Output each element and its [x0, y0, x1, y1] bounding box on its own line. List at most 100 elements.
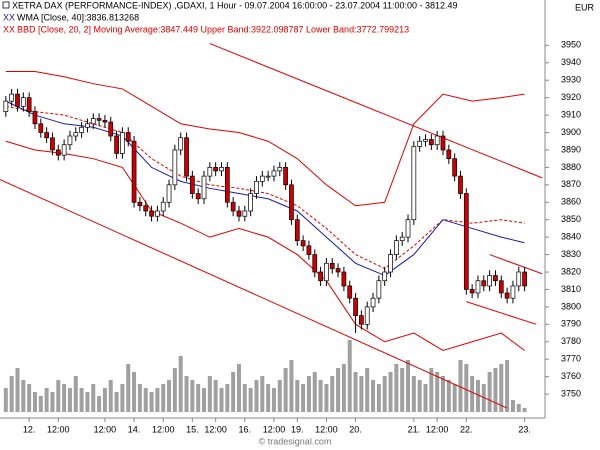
- candle-body: [79, 126, 84, 133]
- volume-bar: [126, 364, 131, 412]
- volume-bar: [196, 384, 201, 412]
- x-tick-label: 21.: [408, 424, 421, 434]
- candle-body: [190, 175, 195, 194]
- credit: © tradesignal.com: [259, 436, 332, 446]
- volume-bar: [21, 380, 26, 412]
- candle-body: [428, 139, 434, 146]
- volume-bar: [44, 388, 49, 412]
- volume-bar: [178, 356, 183, 412]
- candle-body: [90, 118, 96, 125]
- candle-body: [32, 111, 38, 125]
- candle-body: [96, 118, 102, 121]
- volume-bar: [336, 368, 341, 412]
- volume-bar: [143, 388, 148, 412]
- volume-bar: [56, 380, 61, 412]
- candle-body: [131, 140, 137, 203]
- volume-bar: [231, 372, 236, 412]
- candle-body: [160, 201, 166, 212]
- candle-body: [481, 280, 487, 287]
- volume-bar: [347, 340, 352, 412]
- y-tick-label: 3750: [561, 388, 581, 398]
- candle-body: [108, 121, 114, 137]
- y-tick-label: 3770: [561, 354, 581, 364]
- candle-body: [125, 132, 131, 142]
- candle-body: [259, 175, 265, 182]
- volume-bar: [120, 384, 125, 412]
- volume-bar: [132, 372, 137, 412]
- candle-body: [498, 280, 504, 294]
- volume-bar: [499, 364, 504, 412]
- volume-bar: [38, 396, 43, 412]
- candle-body: [341, 271, 347, 287]
- candle-body: [306, 245, 312, 255]
- volume-bar: [213, 380, 218, 412]
- volume-bar: [359, 376, 364, 412]
- candle-body: [201, 175, 207, 200]
- candle-body: [55, 149, 61, 156]
- candle-body: [475, 280, 481, 294]
- candle-body: [149, 210, 154, 217]
- candle-body: [434, 135, 440, 146]
- candle-body: [382, 271, 388, 282]
- candle-body: [15, 93, 20, 107]
- candle-body: [423, 139, 428, 142]
- candle-body: [376, 280, 382, 299]
- volume-bar: [79, 388, 84, 412]
- candle-body: [522, 271, 527, 287]
- candle-body: [452, 158, 458, 177]
- candle-body: [289, 184, 294, 221]
- volume-bar: [73, 376, 78, 412]
- y-tick-label: 3850: [561, 214, 581, 224]
- volume-bar: [108, 380, 113, 412]
- candle-body: [399, 236, 405, 241]
- candle-body: [493, 275, 498, 282]
- volume-bar: [440, 376, 445, 412]
- candle-body: [294, 219, 300, 241]
- volume-bar: [365, 368, 370, 412]
- candle-body: [114, 135, 119, 154]
- volume-bar: [318, 380, 323, 412]
- candle-body: [172, 149, 178, 186]
- candle-body: [300, 240, 306, 247]
- volume-bar: [475, 380, 480, 412]
- candle-body: [143, 205, 149, 212]
- candle-body: [329, 262, 335, 269]
- candle-body: [20, 97, 26, 107]
- x-tick-label: 19.: [291, 424, 304, 434]
- candle-body: [219, 167, 224, 172]
- y-tick-label: 3890: [561, 144, 581, 154]
- volume-bar: [32, 392, 37, 412]
- volume-bar: [411, 376, 416, 412]
- volume-bar: [271, 388, 276, 412]
- volume-bar: [464, 364, 469, 412]
- candle-body: [324, 262, 329, 282]
- volume-bar: [102, 388, 107, 412]
- volume-bar: [190, 380, 195, 412]
- volume-bar: [114, 392, 119, 412]
- currency: EUR: [575, 2, 595, 12]
- candle-body: [446, 149, 452, 160]
- candle-body: [388, 254, 393, 273]
- y-tick-label: 3950: [561, 40, 581, 50]
- volume-bar: [388, 372, 393, 412]
- candle-body: [137, 201, 143, 207]
- x-tick-label: 12:00: [426, 424, 449, 434]
- volume-bar: [161, 384, 166, 412]
- candle-body: [487, 275, 492, 287]
- legend-icon: XX: [3, 24, 15, 34]
- volume-bar: [429, 368, 434, 412]
- volume-bar: [167, 380, 172, 412]
- volume-bar: [236, 364, 241, 412]
- volume-bar: [248, 388, 253, 412]
- volume-bar: [353, 372, 358, 412]
- volume-bar: [289, 360, 294, 412]
- volume-bar: [330, 376, 335, 412]
- x-tick-label: 12:00: [47, 424, 70, 434]
- volume-bar: [452, 384, 457, 412]
- volume-bar: [522, 408, 527, 412]
- volume-bar: [283, 368, 288, 412]
- candle-body: [184, 137, 189, 177]
- candle-body: [50, 137, 55, 151]
- volume-bar: [417, 380, 422, 412]
- volume-bar: [394, 364, 399, 412]
